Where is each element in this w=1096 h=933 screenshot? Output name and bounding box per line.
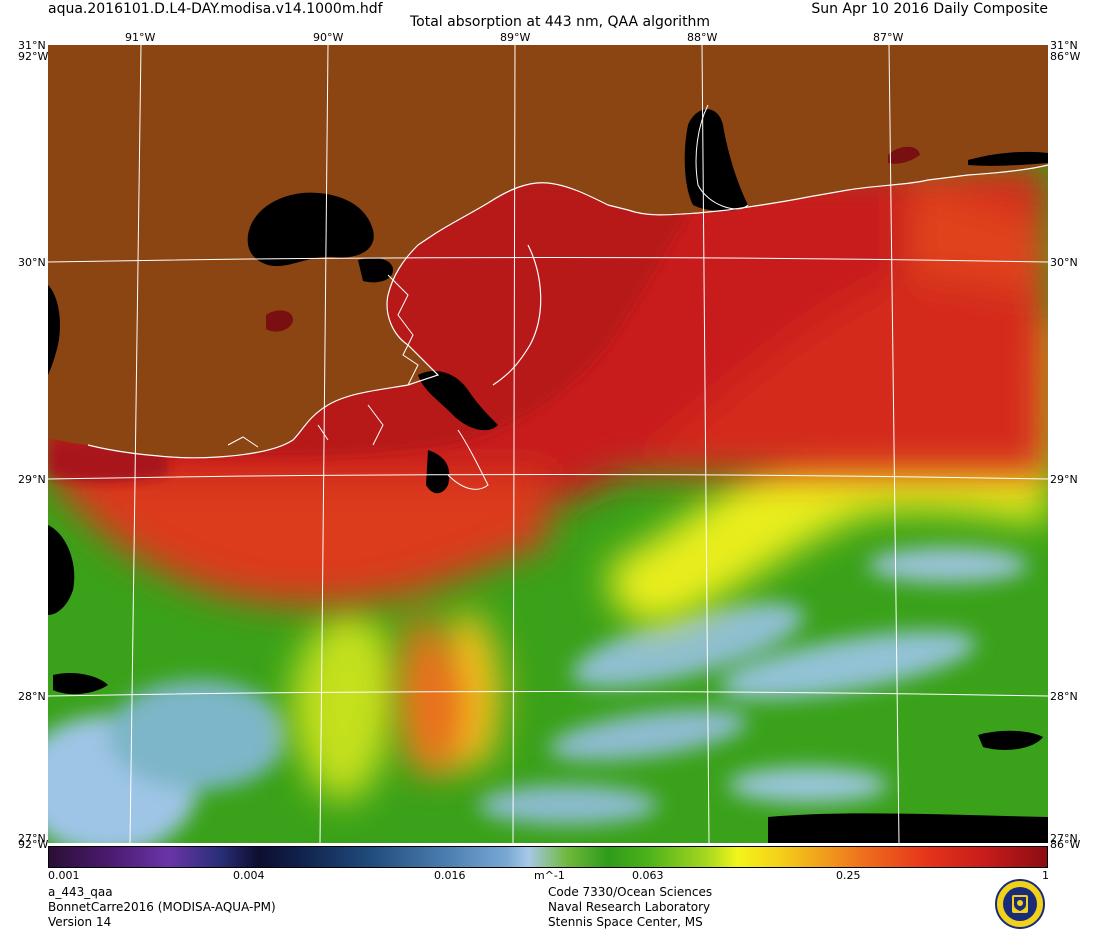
lat-label-28n-right: 28°N xyxy=(1050,690,1078,703)
lakes-no-data xyxy=(48,109,1048,843)
colorbar-label-0016: 0.016 xyxy=(434,869,466,882)
map-title: Total absorption at 443 nm, QAA algorith… xyxy=(410,14,711,30)
colorbar-label-0001: 0.001 xyxy=(48,869,80,882)
colorbar-label-025: 0.25 xyxy=(836,869,861,882)
lon-label-89w: 89°W xyxy=(500,31,531,44)
corner-lat-top-right: 31°N xyxy=(1050,39,1078,52)
colorbar-label-0063: 0.063 xyxy=(632,869,664,882)
lon-label-90w: 90°W xyxy=(313,31,344,44)
colorbar-unit: m^-1 xyxy=(534,869,565,882)
map-canvas xyxy=(48,45,1048,843)
coastline xyxy=(87,164,1048,459)
lon-label-88w: 88°W xyxy=(687,31,718,44)
file-name: aqua.2016101.D.L4-DAY.modisa.v14.1000m.h… xyxy=(48,1,383,17)
colorbar-label-0004: 0.004 xyxy=(233,869,265,882)
corner-lat-bottom-right: 27°N xyxy=(1050,832,1078,845)
lat-label-29n-left: 29°N xyxy=(18,473,46,486)
clear-water-patches xyxy=(48,547,1028,843)
chandeleur-islands xyxy=(492,244,542,386)
lat-label-30n-right: 30°N xyxy=(1050,256,1078,269)
corner-lon-top-right: 86°W xyxy=(1050,50,1081,63)
absorption-map[interactable] xyxy=(48,45,1048,843)
product-name: a_443_qaa xyxy=(48,885,113,899)
lon-label-87w: 87°W xyxy=(873,31,904,44)
mobile-bay-shore xyxy=(695,104,749,210)
composite-date: Sun Apr 10 2016 Daily Composite xyxy=(811,1,1048,17)
lon-label-91w: 91°W xyxy=(125,31,156,44)
institution-code: Code 7330/Ocean Sciences xyxy=(548,885,713,899)
dataset-name: BonnetCarre2016 (MODISA-AQUA-PM) xyxy=(48,900,276,914)
colorbar-label-1: 1 xyxy=(1042,869,1049,882)
colorbar xyxy=(48,846,1048,868)
lat-label-29n-right: 29°N xyxy=(1050,473,1078,486)
land-mass xyxy=(48,45,1048,458)
corner-lon-bottom-left: 92°W xyxy=(18,838,49,851)
lat-label-28n-left: 28°N xyxy=(18,690,46,703)
corner-lon-bottom-right: 86°W xyxy=(1050,838,1081,851)
bird-foot-delta xyxy=(447,429,489,490)
lat-label-30n-left: 30°N xyxy=(18,256,46,269)
corner-lat-top-left: 31°N xyxy=(18,39,46,52)
delta-marsh xyxy=(227,274,419,448)
product-info: a_443_qaa BonnetCarre2016 (MODISA-AQUA-P… xyxy=(48,885,276,930)
corner-lon-top-left: 92°W xyxy=(18,50,49,63)
version-label: Version 14 xyxy=(48,915,112,929)
nrl-seal-icon xyxy=(995,879,1045,929)
institution-location: Stennis Space Center, MS xyxy=(548,915,703,929)
institution-info: Code 7330/Ocean Sciences Naval Research … xyxy=(548,885,712,930)
corner-lat-bottom-left: 27°N xyxy=(18,832,46,845)
institution-name: Naval Research Laboratory xyxy=(548,900,711,914)
